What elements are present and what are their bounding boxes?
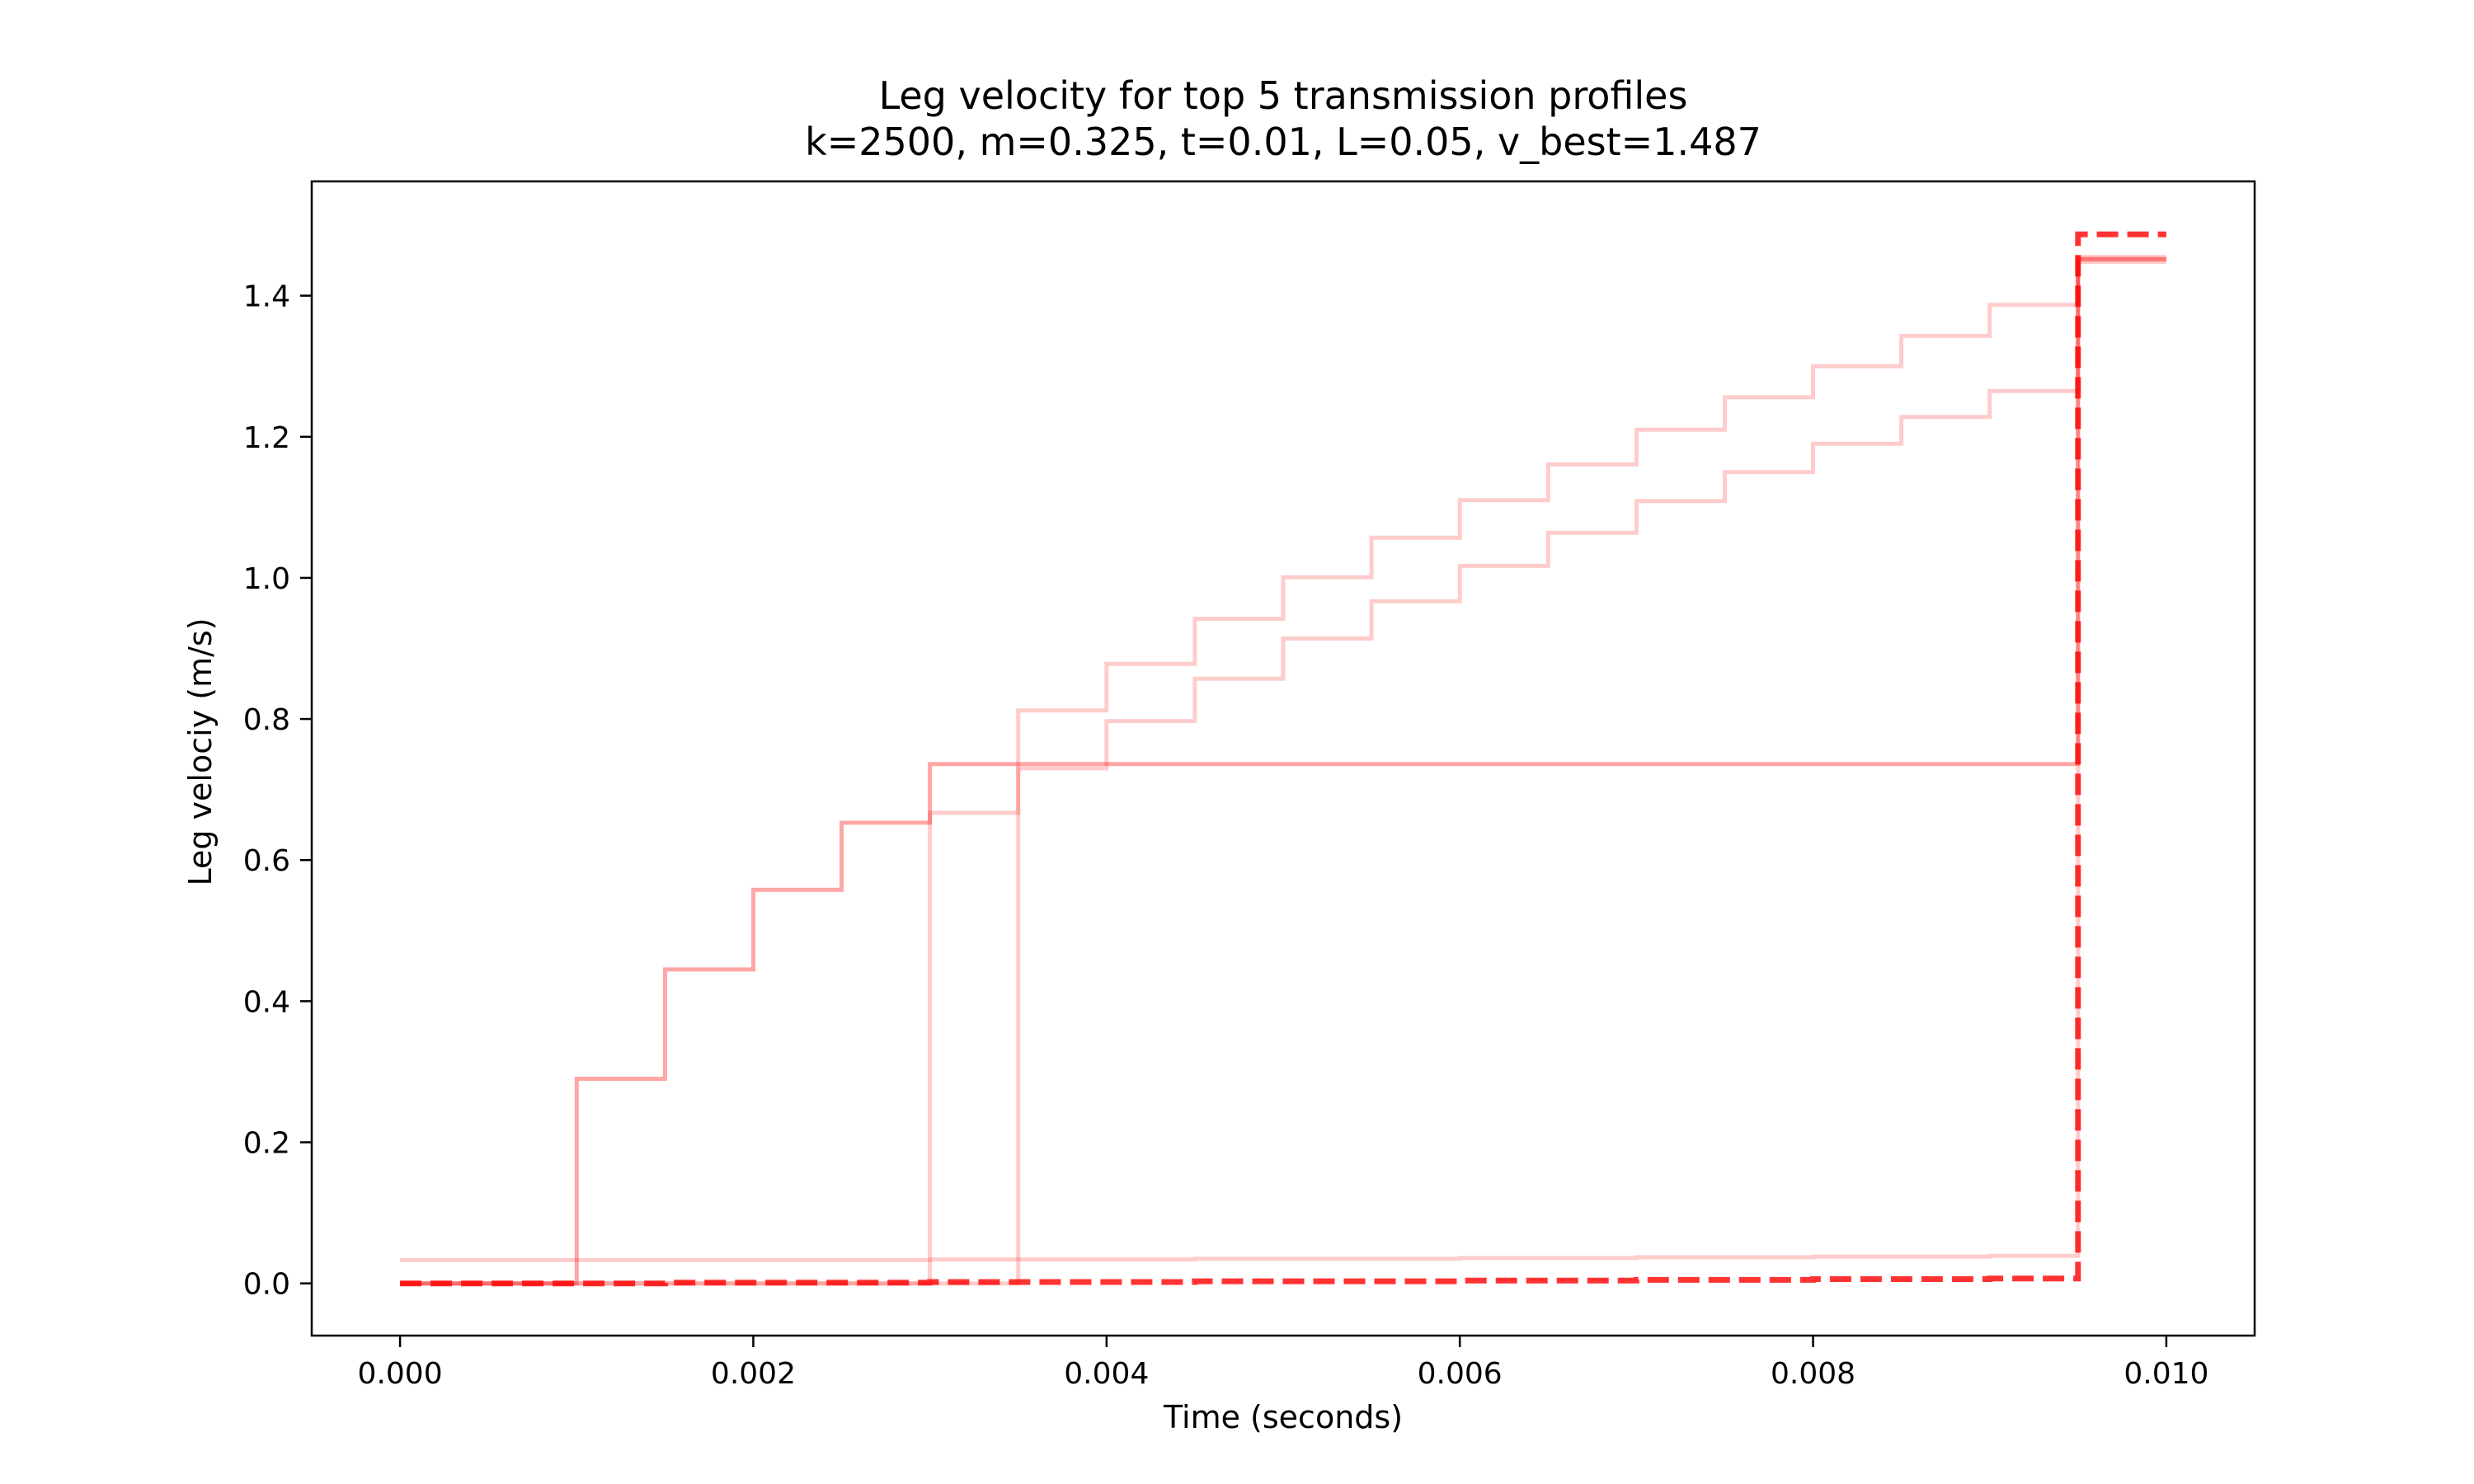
x-tick-label: 0.002 [711,1357,796,1391]
x-tick-label: 0.008 [1771,1357,1856,1391]
series-line-best [400,231,2166,1287]
chart-subtitle: k=2500, m=0.325, t=0.01, L=0.05, v_best=… [805,120,1761,164]
series-line-profile-5 [400,257,2166,1286]
x-tick-label: 0.004 [1064,1357,1149,1391]
x-tick-label: 0.000 [358,1357,443,1391]
series-layer [400,231,2166,1287]
x-tick-label: 0.006 [1418,1357,1503,1391]
series-line-profile-4 [400,255,2166,1286]
chart-title: Leg velocity for top 5 transmission prof… [879,73,1688,118]
x-tick-label: 0.010 [2124,1357,2208,1391]
y-tick-label: 0.6 [243,844,290,878]
y-tick-label: 0.0 [243,1268,290,1302]
tick-layer: 0.000 0.002 0.004 0.006 0.008 0.010 0.0 0.2 0.4 0… [243,280,2209,1391]
y-tick-label: 0.8 [243,703,290,737]
y-tick-label: 0.2 [243,1127,290,1161]
y-tick-label: 1.4 [243,280,290,314]
series-line-profile-3 [400,260,2166,1262]
series-line-profile-2 [400,256,2166,1286]
x-axis-label: Time (seconds) [1163,1399,1403,1435]
y-tick-label: 1.0 [243,562,290,596]
y-tick-label: 1.2 [243,421,290,455]
plot-frame [310,180,2256,1337]
y-axis-label: Leg velociy (m/s) [182,618,219,885]
y-tick-label: 0.4 [243,985,290,1019]
